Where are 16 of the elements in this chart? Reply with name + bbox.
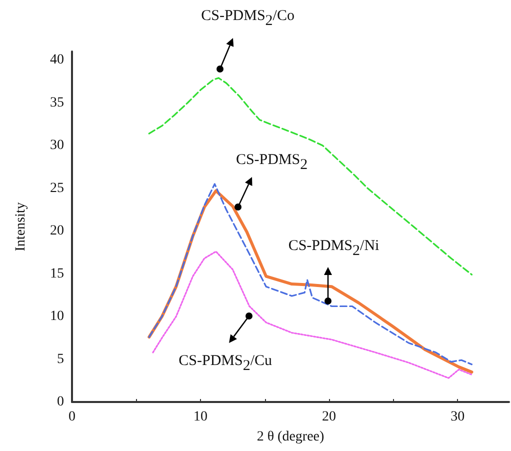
y-tick-label: 20 — [50, 224, 64, 238]
y-tick-label: 15 — [50, 266, 64, 282]
x-tick-label: 0 — [68, 410, 76, 424]
x-tick-label: 10 — [194, 410, 208, 424]
y-tick-label: 0 — [57, 394, 64, 410]
y-tick-label: 25 — [50, 180, 64, 196]
x-axis-title: 2 θ (degree) — [256, 430, 324, 444]
x-tick-label: 20 — [322, 410, 336, 424]
y-tick-label: 40 — [50, 52, 64, 68]
y-tick-label: 5 — [57, 352, 64, 367]
y-tick-label: 10 — [50, 309, 64, 324]
y-tick-label: 35 — [50, 95, 64, 110]
y-axis-title: Intensity — [14, 202, 28, 252]
y-tick-label: 30 — [50, 138, 64, 153]
line-series — [148, 77, 473, 276]
x-tick-label: 30 — [450, 410, 465, 424]
